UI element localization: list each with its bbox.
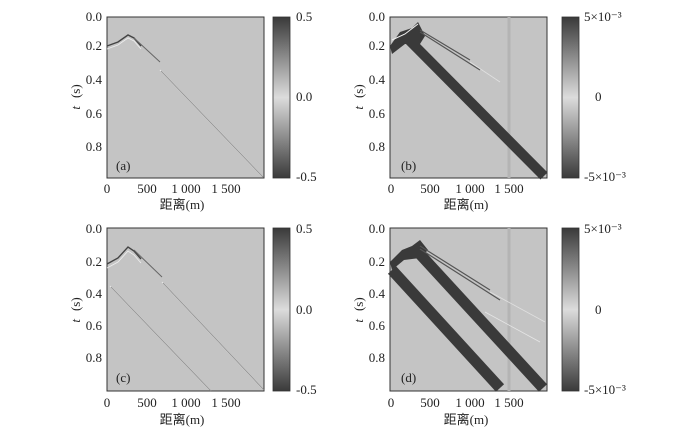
y-tick: 0.4 (86, 286, 103, 301)
panel-c-label: (c) (116, 370, 130, 385)
x-tick: 500 (420, 181, 440, 196)
panel-c-colorbar-ticks: 0.5 0.0 -0.5 (296, 221, 317, 397)
panel-a-y-ticks: 0.0 0.2 0.4 0.6 0.8 (86, 9, 103, 154)
x-tick: 1 000 (455, 181, 484, 196)
ylabel-var: t (351, 106, 366, 110)
x-tick: 1 500 (494, 395, 523, 410)
panel-d-y-ticks: 0.0 0.2 0.4 0.6 0.8 (369, 221, 386, 365)
y-tick: 0.6 (86, 318, 103, 333)
y-tick: 0.6 (369, 106, 386, 121)
panel-d-wavefield (387, 228, 548, 392)
svg-text:t (s): t (s) (350, 297, 367, 322)
y-tick: 0.8 (86, 350, 102, 365)
y-tick: 0.2 (369, 38, 385, 53)
panel-b-ylabel: t (s) (350, 84, 367, 109)
y-tick: 0.0 (369, 9, 385, 24)
colorbar-tick: -0.5 (296, 169, 317, 184)
panel-a-xlabel: 距离(m) (160, 197, 205, 212)
colorbar-tick: 5×10⁻³ (584, 9, 622, 24)
y-tick: 0.6 (369, 318, 386, 333)
panel-a: 0.0 0.2 0.4 0.6 0.8 0 500 1 000 1 500 距离… (67, 9, 317, 212)
panel-c: 0.0 0.2 0.4 0.6 0.8 0 500 1 000 1 500 距离… (67, 221, 317, 427)
panel-a-colorbar-ticks: 0.5 0.0 -0.5 (296, 9, 317, 184)
x-tick: 1 500 (211, 181, 240, 196)
x-tick: 1 000 (171, 181, 200, 196)
y-tick: 0.0 (369, 221, 385, 236)
colorbar-tick: 0.0 (296, 89, 312, 104)
y-tick: 0.2 (86, 38, 102, 53)
colorbar-tick: 0.5 (296, 221, 312, 236)
panel-b-colorbar (561, 16, 580, 179)
panel-b-wavefield (390, 17, 548, 180)
panel-d-x-ticks: 0 500 1 000 1 500 (388, 395, 524, 410)
panel-c-wavefield (106, 246, 265, 392)
panel-b-label: (b) (401, 158, 416, 173)
ylabel-var: t (68, 106, 83, 110)
panel-a-label: (a) (116, 158, 130, 173)
panel-d-xlabel: 距离(m) (444, 412, 489, 427)
panel-c-xlabel: 距离(m) (160, 412, 205, 427)
y-tick: 0.8 (369, 350, 385, 365)
ylabel-unit: (s) (351, 84, 366, 98)
y-tick: 0.8 (86, 139, 102, 154)
panel-d: 0.0 0.2 0.4 0.6 0.8 0 500 1 000 1 500 距离… (350, 221, 626, 427)
colorbar-tick: -5×10⁻³ (584, 382, 626, 397)
y-tick: 0.2 (369, 254, 385, 269)
panel-c-ylabel: t (s) (67, 297, 84, 322)
y-tick: 0.0 (86, 221, 102, 236)
svg-text:t (s): t (s) (350, 84, 367, 109)
panel-b-y-ticks: 0.0 0.2 0.4 0.6 0.8 (369, 9, 386, 154)
ylabel-unit: (s) (68, 297, 83, 311)
x-tick: 500 (137, 395, 157, 410)
colorbar-tick: -0.5 (296, 382, 317, 397)
x-tick: 1 000 (171, 395, 200, 410)
panel-b: 0.0 0.2 0.4 0.6 0.8 0 500 1 000 1 500 距离… (350, 9, 626, 212)
x-tick: 1 500 (494, 181, 523, 196)
y-tick: 0.4 (369, 72, 386, 87)
x-tick: 0 (388, 395, 395, 410)
panel-b-x-ticks: 0 500 1 000 1 500 (388, 181, 524, 196)
svg-text:t (s): t (s) (67, 84, 84, 109)
panel-b-colorbar-ticks: 5×10⁻³ 0 -5×10⁻³ (584, 9, 626, 184)
colorbar-tick: 0.0 (296, 302, 312, 317)
x-tick: 500 (137, 181, 157, 196)
panel-a-ylabel: t (s) (67, 84, 84, 109)
colorbar-tick: 0 (595, 89, 602, 104)
panel-c-colorbar (272, 227, 291, 392)
x-tick: 1 000 (455, 395, 484, 410)
colorbar-tick: 5×10⁻³ (584, 221, 622, 236)
ylabel-var: t (68, 319, 83, 323)
x-tick: 0 (388, 181, 395, 196)
panel-d-ylabel: t (s) (350, 297, 367, 322)
panel-d-colorbar-ticks: 5×10⁻³ 0 -5×10⁻³ (584, 221, 626, 397)
panel-c-x-ticks: 0 500 1 000 1 500 (104, 395, 241, 410)
y-tick: 0.8 (369, 139, 385, 154)
y-tick: 0.6 (86, 106, 103, 121)
panel-d-label: (d) (401, 370, 416, 385)
ylabel-unit: (s) (68, 84, 83, 98)
panel-a-colorbar (272, 16, 291, 179)
x-tick: 0 (104, 395, 111, 410)
panel-b-xlabel: 距离(m) (444, 197, 489, 212)
ylabel-unit: (s) (351, 297, 366, 311)
y-tick: 0.4 (86, 72, 103, 87)
y-tick: 0.2 (86, 254, 102, 269)
colorbar-tick: 0.5 (296, 9, 312, 24)
ylabel-var: t (351, 319, 366, 323)
y-tick: 0.0 (86, 9, 102, 24)
x-tick: 1 500 (211, 395, 240, 410)
y-tick: 0.4 (369, 286, 386, 301)
svg-text:t (s): t (s) (67, 297, 84, 322)
panel-c-y-ticks: 0.0 0.2 0.4 0.6 0.8 (86, 221, 103, 365)
x-tick: 500 (420, 395, 440, 410)
colorbar-tick: -5×10⁻³ (584, 169, 626, 184)
panel-a-wavefield (106, 34, 264, 178)
panel-d-colorbar (561, 227, 580, 392)
panel-a-x-ticks: 0 500 1 000 1 500 (104, 181, 241, 196)
colorbar-tick: 0 (595, 302, 602, 317)
x-tick: 0 (104, 181, 111, 196)
